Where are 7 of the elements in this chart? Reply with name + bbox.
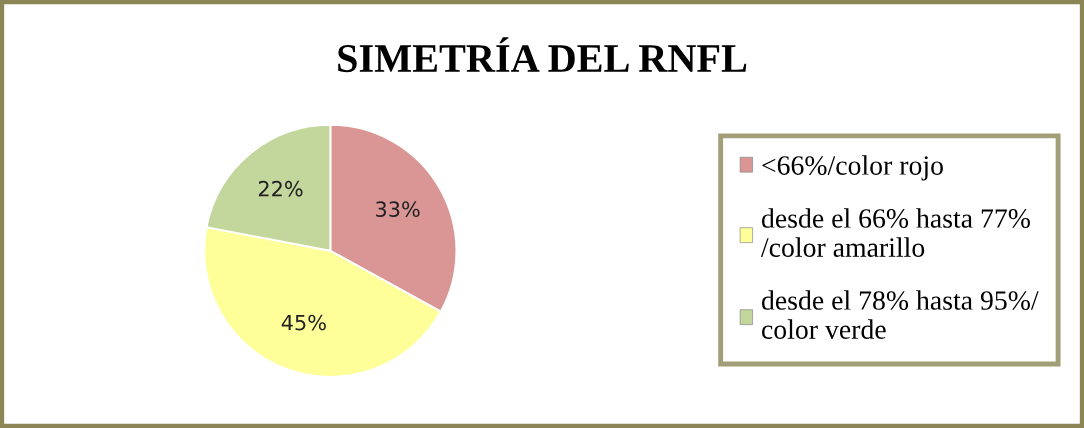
data-label: 45% (281, 314, 326, 331)
chart-title: SIMETRÍA DEL RNFL (338, 37, 747, 73)
legend-label: desde el 78% hasta 95%/ color verde (761, 290, 1039, 339)
legend-label: <66%/color rojo (762, 155, 943, 181)
data-label: 33% (376, 201, 420, 218)
legend-label: desde el 66% hasta 77% /color amarillo (760, 208, 1030, 257)
data-label: 22% (258, 180, 303, 197)
